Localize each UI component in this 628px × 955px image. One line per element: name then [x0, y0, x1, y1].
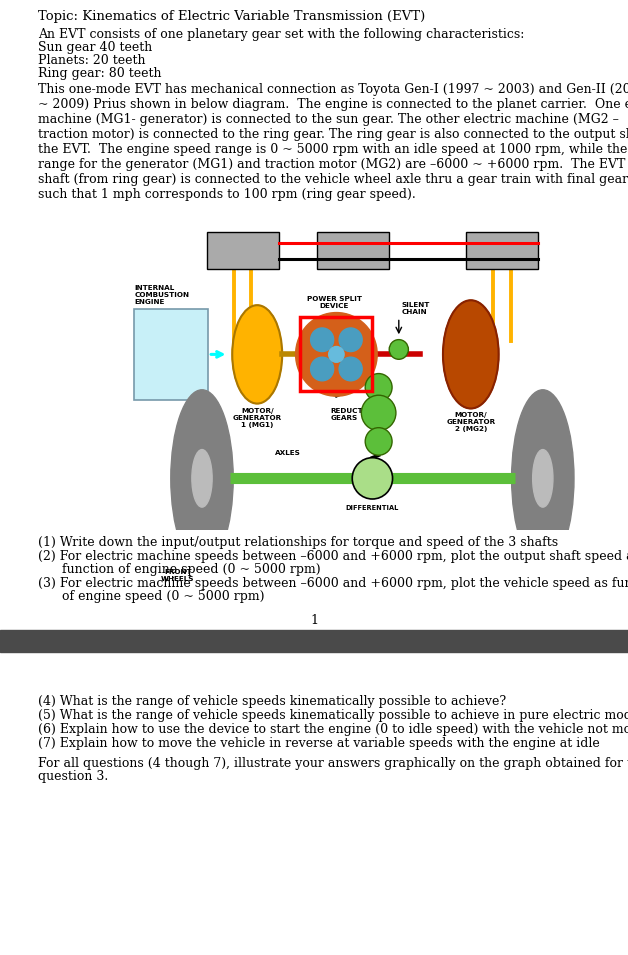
Text: SILENT
CHAIN: SILENT CHAIN: [401, 302, 430, 315]
Text: Ring gear: 80 teeth: Ring gear: 80 teeth: [38, 67, 161, 80]
Text: MOTOR/
GENERATOR
1 (MG1): MOTOR/ GENERATOR 1 (MG1): [232, 408, 282, 428]
Text: 1: 1: [310, 614, 318, 627]
Text: This one-mode EVT has mechanical connection as Toyota Gen-I (1997 ~ 2003) and Ge: This one-mode EVT has mechanical connect…: [38, 83, 628, 201]
Bar: [0, 630, 628, 652]
Text: (1) Write down the input/output relationships for torque and speed of the 3 shaf: (1) Write down the input/output relation…: [38, 536, 558, 549]
Text: question 3.: question 3.: [38, 770, 108, 783]
Ellipse shape: [512, 390, 574, 567]
FancyBboxPatch shape: [134, 308, 208, 399]
Text: BATTERY: BATTERY: [334, 246, 372, 255]
Circle shape: [311, 357, 333, 381]
Ellipse shape: [533, 450, 553, 507]
Circle shape: [339, 328, 362, 351]
Circle shape: [328, 347, 344, 362]
Text: MG2 INVERTER: MG2 INVERTER: [470, 246, 534, 255]
Circle shape: [365, 373, 392, 401]
Circle shape: [365, 428, 392, 456]
Text: (5) What is the range of vehicle speeds kinematically possible to achieve in pur: (5) What is the range of vehicle speeds …: [38, 709, 628, 722]
Text: (6) Explain how to use the device to start the engine (0 to idle speed) with the: (6) Explain how to use the device to sta…: [38, 723, 628, 736]
Text: FRONT
WHEELS: FRONT WHEELS: [161, 569, 195, 583]
Text: Planets: 20 teeth: Planets: 20 teeth: [38, 54, 146, 67]
Ellipse shape: [232, 306, 282, 404]
Text: REDUCTION
GEARS: REDUCTION GEARS: [330, 408, 378, 421]
Text: For all questions (4 though 7), illustrate your answers graphically on the graph: For all questions (4 though 7), illustra…: [38, 757, 628, 770]
FancyBboxPatch shape: [466, 232, 538, 269]
Circle shape: [296, 312, 377, 396]
FancyBboxPatch shape: [207, 232, 279, 269]
Ellipse shape: [192, 450, 212, 507]
FancyBboxPatch shape: [317, 232, 389, 269]
Text: INTERNAL
COMBUSTION
ENGINE: INTERNAL COMBUSTION ENGINE: [135, 285, 190, 305]
Text: function of engine speed (0 ~ 5000 rpm): function of engine speed (0 ~ 5000 rpm): [38, 563, 321, 576]
Text: Sun gear 40 teeth: Sun gear 40 teeth: [38, 41, 152, 54]
Text: AXLES: AXLES: [276, 450, 301, 456]
Circle shape: [339, 357, 362, 381]
Circle shape: [389, 340, 408, 359]
Text: POWER SPLIT
DEVICE: POWER SPLIT DEVICE: [306, 296, 362, 308]
Text: (2) For electric machine speeds between –6000 and +6000 rpm, plot the output sha: (2) For electric machine speeds between …: [38, 550, 628, 563]
Text: (3) For electric machine speeds between –6000 and +6000 rpm, plot the vehicle sp: (3) For electric machine speeds between …: [38, 577, 628, 590]
Text: An EVT consists of one planetary gear set with the following characteristics:: An EVT consists of one planetary gear se…: [38, 28, 524, 41]
Text: DIFFERENTIAL: DIFFERENTIAL: [345, 505, 399, 512]
Circle shape: [352, 457, 392, 499]
Circle shape: [361, 395, 396, 431]
Text: (4) What is the range of vehicle speeds kinematically possible to achieve?: (4) What is the range of vehicle speeds …: [38, 695, 506, 708]
Text: (7) Explain how to move the vehicle in reverse at variable speeds with the engin: (7) Explain how to move the vehicle in r…: [38, 737, 600, 750]
Text: MG1 INVERTER: MG1 INVERTER: [210, 246, 275, 255]
Text: MOTOR/
GENERATOR
2 (MG2): MOTOR/ GENERATOR 2 (MG2): [447, 413, 495, 433]
Circle shape: [311, 328, 333, 351]
Ellipse shape: [171, 390, 233, 567]
Text: Topic: Kinematics of Electric Variable Transmission (EVT): Topic: Kinematics of Electric Variable T…: [38, 10, 425, 23]
Ellipse shape: [443, 300, 499, 409]
Text: of engine speed (0 ~ 5000 rpm): of engine speed (0 ~ 5000 rpm): [38, 590, 264, 603]
